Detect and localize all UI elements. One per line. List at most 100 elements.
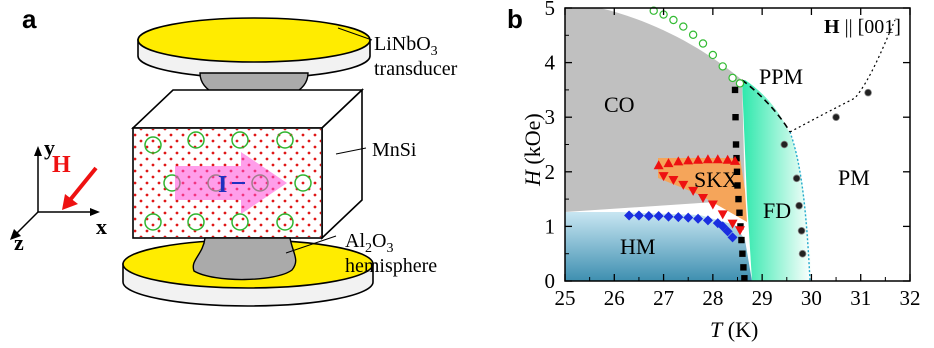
data-point-triangle-up — [730, 155, 741, 165]
data-point-triangle-up — [702, 154, 713, 164]
field-arrow — [62, 166, 98, 210]
region-pm-label: PM — [838, 165, 870, 190]
data-point-filled-circle — [780, 140, 789, 149]
x-tick-label: 26 — [604, 286, 625, 310]
current-arrow — [175, 152, 287, 214]
data-point-square — [738, 236, 745, 244]
axes-triad — [10, 146, 100, 240]
region-hm-label: HM — [620, 234, 655, 259]
x-tick-label: 28 — [702, 286, 723, 310]
y-tick-label: 4 — [545, 51, 556, 75]
data-point-square — [736, 209, 743, 216]
data-point-diamond — [673, 212, 684, 223]
region-fd-label: FD — [763, 198, 791, 223]
data-point-triangle-down — [688, 186, 699, 196]
region-hm-fill — [565, 212, 752, 281]
field-label: H — [52, 152, 71, 178]
data-point-open-circle — [698, 39, 708, 48]
panel-a: a I — [10, 4, 458, 307]
data-point-triangle-up — [693, 154, 704, 164]
region-ppm-label: PPM — [759, 64, 803, 89]
transducer-label-2: transducer — [374, 58, 458, 80]
data-point-triangle-up — [673, 156, 684, 166]
data-point-triangle-down — [678, 180, 689, 190]
region-skx-label: SKX — [694, 167, 738, 192]
data-point-triangle-down — [734, 226, 745, 236]
x-tick-label: 25 — [555, 286, 576, 310]
data-point-diamond — [693, 213, 704, 224]
x-tick-label: 32 — [900, 286, 921, 310]
phase-regions — [565, 8, 812, 281]
data-point-square — [731, 86, 739, 94]
axis-y-label: y — [44, 135, 55, 160]
x-axis-title: T (K) — [710, 317, 758, 342]
x-tick-label: 30 — [801, 286, 822, 310]
hemisphere-label-2: hemisphere — [345, 255, 437, 277]
data-point-triangle-up — [663, 158, 674, 168]
data-point-square — [741, 275, 748, 282]
chart-markers — [624, 6, 872, 282]
data-point-diamond — [702, 215, 713, 226]
axis-ticks — [564, 7, 911, 282]
region-skx-fill — [658, 158, 747, 222]
y-tick-label: 1 — [545, 214, 556, 238]
data-point-triangle-down — [668, 175, 679, 185]
boundary-cyan-dotted — [789, 131, 811, 282]
data-point-filled-circle — [792, 174, 801, 183]
y-tick-label: 0 — [545, 269, 556, 293]
boundary-dashed — [741, 79, 791, 133]
boundary-black-dotted — [789, 19, 896, 133]
data-point-filled-circle — [864, 88, 872, 97]
data-point-triangle-down — [698, 194, 708, 204]
data-point-square — [735, 195, 742, 203]
current-label: I — [218, 172, 227, 198]
x-tick-label: 31 — [850, 286, 871, 310]
axis-tick-labels: 25 26 27 28 29 30 31 32 0 1 2 3 4 5 — [545, 0, 921, 310]
x-tick-label: 27 — [653, 286, 674, 310]
data-point-filled-circle — [797, 226, 806, 235]
y-tick-label: 3 — [545, 105, 556, 129]
data-point-open-circle — [708, 50, 718, 60]
data-point-triangle-down — [727, 219, 738, 229]
y-tick-label: 2 — [545, 160, 556, 184]
bottom-transducer — [122, 237, 374, 307]
data-point-square — [740, 264, 747, 271]
y-axis-title: H (kOe) — [520, 113, 545, 187]
axis-z-label: z — [14, 230, 24, 255]
panel-b-letter: b — [507, 4, 523, 34]
top-transducer — [137, 17, 371, 103]
data-point-diamond — [633, 210, 644, 221]
panel-a-letter: a — [22, 4, 37, 34]
data-point-open-circle — [718, 62, 727, 71]
panel-b: b 25 26 27 28 29 30 31 32 0 1 2 3 4 5 CO PPM SKX FD H… — [507, 0, 921, 342]
data-point-triangle-down — [658, 172, 669, 182]
data-point-filled-circle — [798, 249, 807, 258]
data-point-filled-circle — [832, 113, 840, 121]
data-point-square — [732, 114, 739, 121]
data-point-diamond — [624, 210, 635, 221]
region-co-label: CO — [604, 92, 635, 117]
hemisphere-label: Al2O3 — [345, 230, 393, 256]
data-point-open-circle — [669, 15, 678, 25]
data-point-open-circle — [688, 30, 698, 39]
x-tick-label: 29 — [752, 286, 773, 310]
data-point-triangle-up — [712, 154, 723, 164]
data-point-triangle-down — [707, 200, 718, 210]
data-point-filled-circle — [795, 201, 803, 210]
data-point-square — [732, 141, 740, 148]
sample-cube: I — [130, 88, 365, 240]
data-point-diamond — [643, 211, 654, 222]
data-point-diamond — [727, 232, 738, 243]
axis-x-label: x — [96, 214, 107, 239]
data-point-square — [739, 250, 746, 257]
data-point-diamond — [722, 226, 733, 237]
y-tick-label: 5 — [545, 0, 556, 20]
data-point-open-circle — [679, 22, 688, 31]
data-point-triangle-up — [683, 155, 694, 165]
sample-label: MnSi — [372, 139, 417, 161]
transducer-label: LiNbO3 — [374, 33, 438, 59]
data-point-square — [734, 182, 741, 189]
data-point-open-circle — [649, 6, 658, 15]
region-fd-fill — [742, 80, 812, 281]
